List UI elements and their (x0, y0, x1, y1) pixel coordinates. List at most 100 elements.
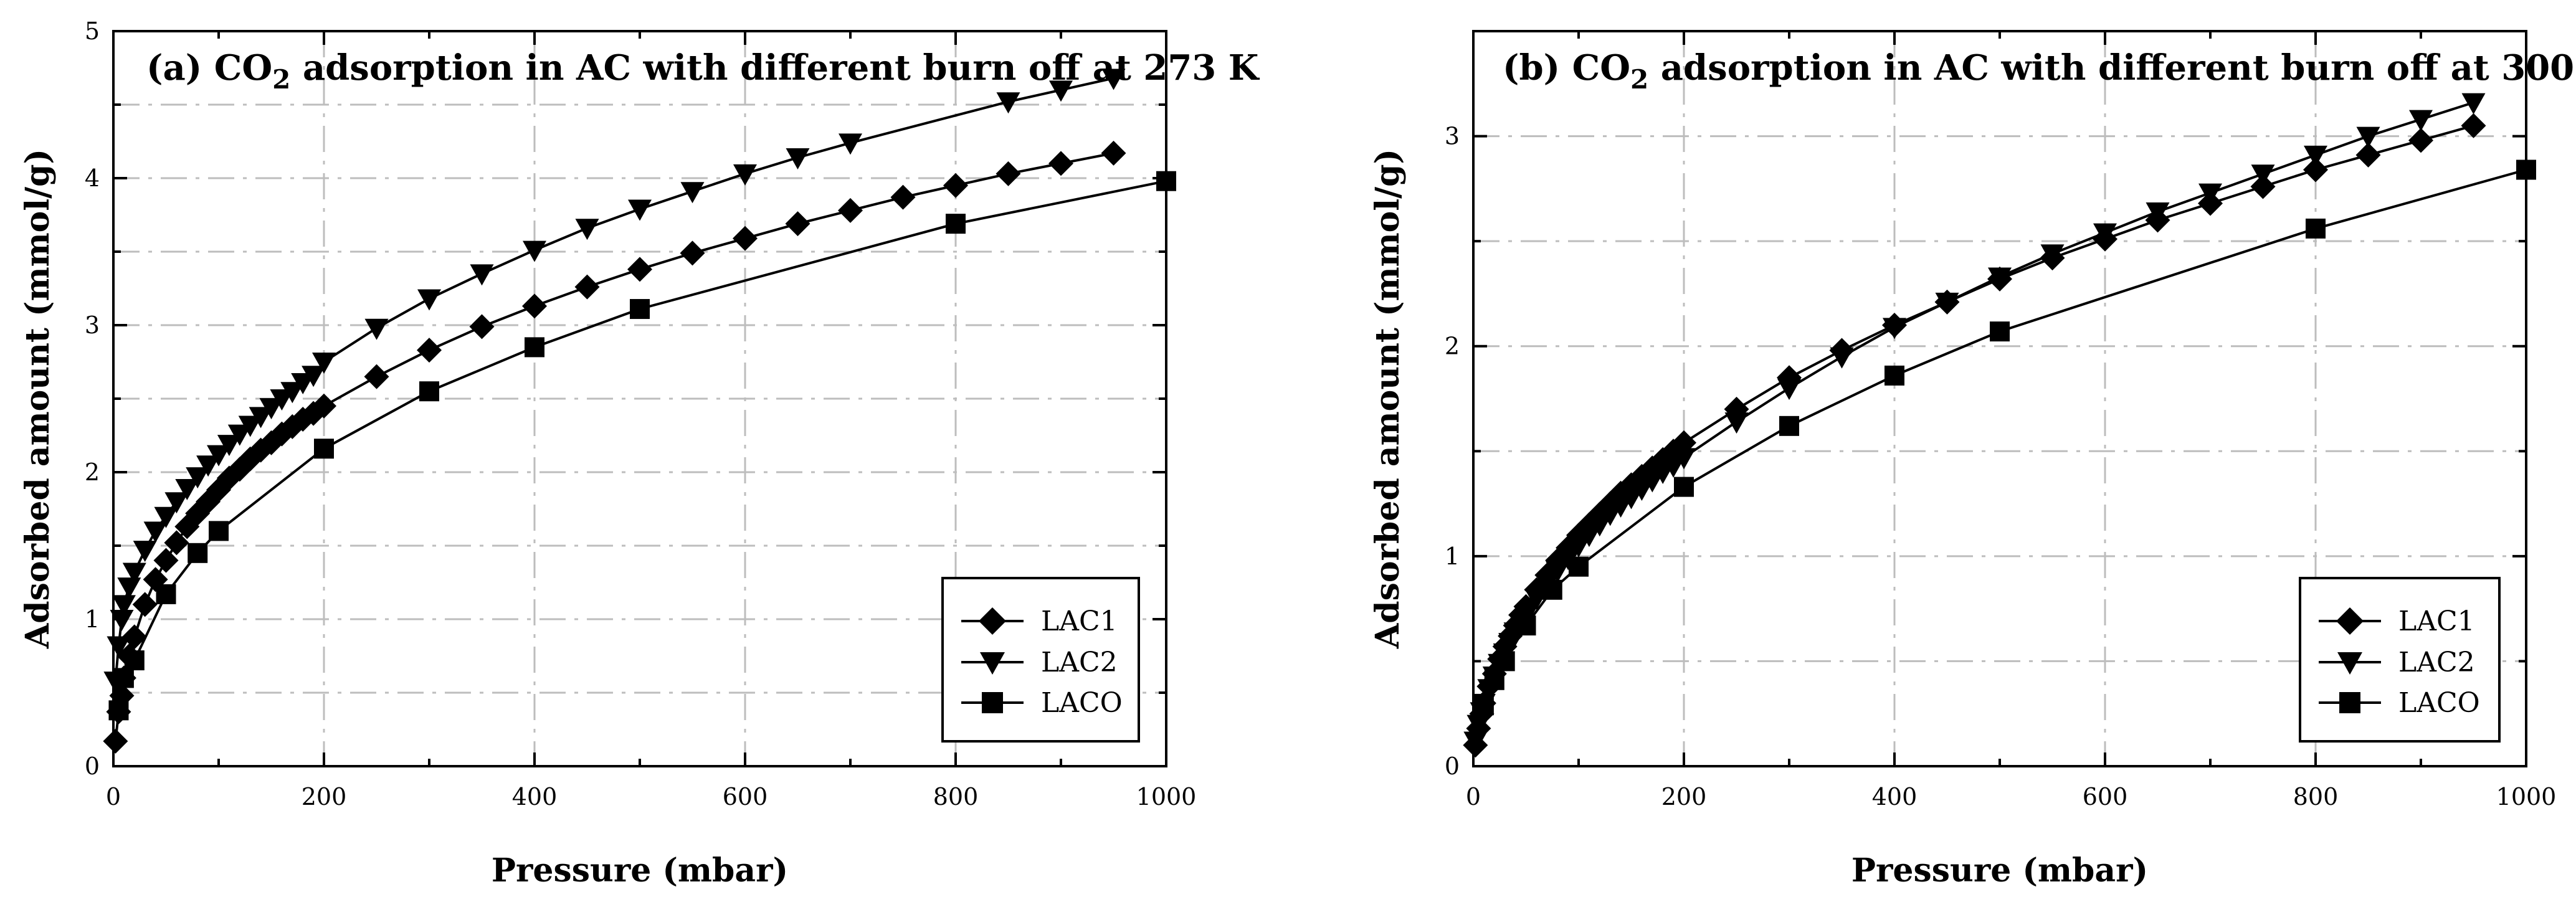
data-point-lac2 (2146, 202, 2170, 224)
data-point-laco (124, 650, 145, 671)
data-point-lac2 (786, 148, 810, 169)
data-point-lac2 (2251, 164, 2275, 186)
data-point-lac1 (164, 530, 189, 556)
ticks (112, 30, 1167, 767)
x-axis-title: Pressure (mbar) (492, 852, 788, 890)
data-point-lac1 (311, 393, 336, 419)
data-point-lac1 (121, 624, 147, 650)
data-point-lac2 (2198, 183, 2222, 205)
x-tick-label: 600 (723, 783, 768, 810)
data-point-lac1 (522, 293, 547, 319)
legend-marker-laco (982, 692, 1003, 713)
x-tick-label: 1000 (2496, 783, 2557, 810)
data-point-lac2 (1661, 456, 1686, 478)
data-point-lac2 (2461, 93, 2486, 115)
data-point-lac2 (1619, 488, 1643, 510)
legend-marker-lac2 (980, 652, 1005, 675)
legend-marker-lac1 (979, 607, 1006, 635)
data-point-laco (630, 299, 650, 320)
data-point-lac2 (1777, 379, 1801, 401)
x-tick-label: 200 (302, 783, 347, 810)
y-axis-title: Adsorbed amount (mmol/g) (19, 149, 57, 649)
data-point-lac2 (238, 415, 262, 437)
y-tick-label: 0 (85, 752, 100, 780)
data-point-lac2 (1935, 292, 1959, 314)
data-point-lac2 (196, 455, 221, 477)
data-point-lac1 (996, 161, 1021, 186)
legend-label-laco: LACO (2398, 687, 2480, 719)
y-tick-label: 1 (1445, 543, 1460, 570)
data-point-lac2 (133, 541, 157, 563)
data-point-lac2 (217, 435, 241, 457)
data-point-lac2 (733, 164, 757, 186)
data-point-lac2 (312, 353, 336, 374)
data-point-laco (1473, 695, 1494, 716)
data-point-lac2 (1640, 471, 1665, 493)
data-point-lac2 (1598, 505, 1622, 526)
data-point-laco (525, 337, 544, 358)
data-point-lac1 (2303, 157, 2328, 183)
markers (1463, 93, 2536, 758)
x-tick-label: 400 (1872, 783, 1918, 810)
legend: LAC1 LAC2 LACO (941, 577, 1140, 743)
data-point-lac2 (1577, 526, 1601, 548)
chart-title: (b) CO2 adsorption in AC with different … (1503, 47, 2575, 95)
x-axis-title: Pressure (mbar) (1851, 852, 2148, 890)
x-tick-label: 0 (106, 783, 121, 810)
data-point-laco (946, 214, 966, 234)
data-point-lac1 (574, 274, 600, 300)
data-point-lac1 (890, 184, 916, 210)
data-point-laco (108, 700, 129, 721)
data-point-lac2 (186, 467, 210, 489)
data-point-laco (156, 584, 176, 604)
data-point-laco (1542, 579, 1562, 600)
x-tick-label: 400 (512, 783, 558, 810)
data-point-lac2 (1049, 80, 1073, 102)
data-point-lac1 (838, 197, 863, 223)
x-tick-label: 800 (933, 783, 979, 810)
legend-marker-lac1 (2336, 607, 2364, 635)
legend-label-lac1: LAC1 (1041, 605, 1118, 637)
y-tick-label: 2 (1445, 333, 1460, 360)
data-point-lac2 (143, 521, 168, 543)
data-point-laco (209, 521, 229, 541)
data-point-lac2 (1463, 731, 1488, 753)
tick-labels: 0 200 400 600 800 1000 0 1 2 3 4 5 (85, 17, 1197, 810)
data-point-laco (1569, 556, 1589, 577)
tick-labels: 0 200 400 600 800 1000 0 1 2 3 (1445, 123, 2557, 810)
data-point-lac2 (1724, 412, 1749, 434)
legend-marker-lac2 (2337, 652, 2362, 675)
legend-label-lac2: LAC2 (1041, 647, 1118, 678)
data-point-laco (1990, 321, 2010, 342)
legend-marker-laco (2339, 692, 2360, 713)
data-point-lac2 (1883, 318, 1906, 339)
data-point-lac1 (132, 592, 158, 617)
data-point-lac2 (249, 407, 273, 429)
data-point-lac2 (628, 199, 652, 221)
data-point-lac1 (1048, 151, 1073, 176)
data-point-lac1 (2408, 128, 2433, 153)
chart-a: 0 200 400 600 800 1000 0 1 2 3 4 5 (a) CO2 adsorpti… (19, 17, 1260, 890)
data-point-lac2 (227, 424, 252, 446)
data-point-laco (188, 543, 208, 563)
data-point-lac2 (1567, 536, 1590, 558)
data-point-lac2 (1587, 515, 1612, 537)
data-point-laco (2306, 218, 2326, 239)
legend-label-lac2: LAC2 (2398, 647, 2475, 678)
y-tick-label: 3 (1445, 123, 1460, 150)
data-point-lac2 (302, 366, 326, 387)
data-point-lac2 (154, 506, 178, 528)
data-point-lac2 (280, 382, 305, 404)
data-point-lac2 (2093, 223, 2117, 245)
data-point-lac2 (122, 563, 146, 584)
data-point-lac2 (207, 445, 231, 467)
data-point-lac1 (680, 240, 705, 266)
chart-panel-b: 0 200 400 600 800 1000 0 1 2 3 (b) CO2 adsorption… (1288, 0, 2575, 902)
y-axis-title: Adsorbed amount (mmol/g) (1369, 149, 1407, 649)
data-point-lac2 (2304, 145, 2327, 167)
x-tick-label: 800 (2293, 783, 2339, 810)
data-point-lac2 (523, 240, 546, 262)
x-tick-label: 600 (2083, 783, 2128, 810)
y-tick-label: 1 (85, 605, 100, 633)
data-point-lac2 (364, 318, 389, 340)
